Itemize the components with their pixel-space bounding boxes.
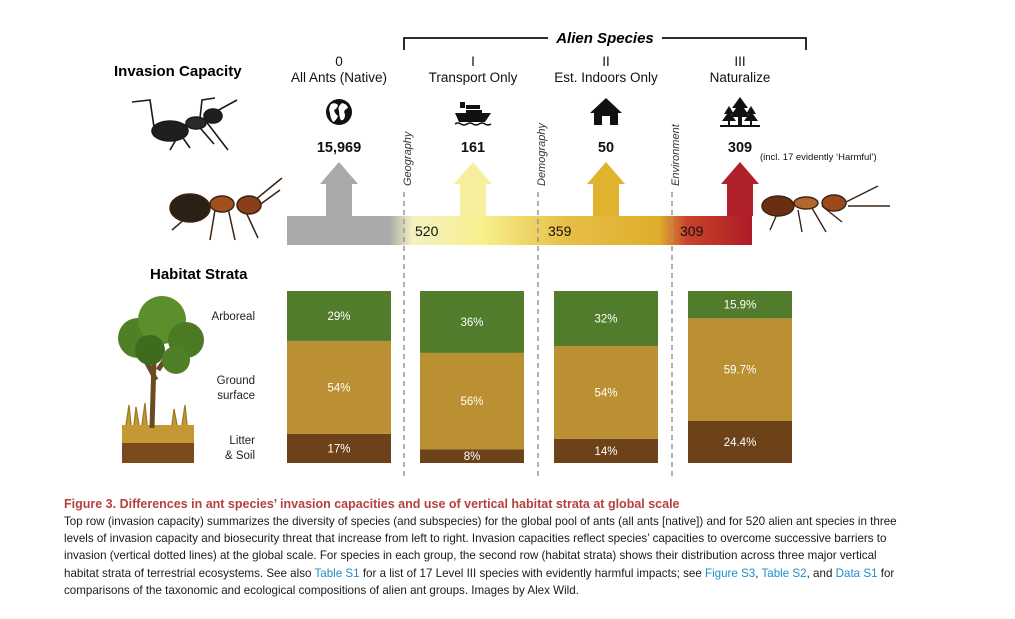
alien-species-bracket	[403, 37, 807, 50]
bar-label-ground-3: 59.7%	[724, 365, 757, 377]
invasion-flow-ribbon	[287, 216, 752, 245]
bar-ground-1	[420, 352, 524, 450]
ship-icon	[454, 102, 492, 126]
strata-label-ground-2: surface	[217, 390, 255, 402]
bar-arboreal-1	[420, 291, 524, 353]
bar-label-ground-0: 54%	[327, 382, 350, 394]
red-ant-image	[761, 185, 890, 233]
bar-label-litter-1: 8%	[464, 451, 481, 463]
habitat-strata-bars: 17% 54% 29% 8% 56% 36% 14% 54% 32% 24.4% 59.7% 15.9…	[287, 291, 792, 463]
caption-body: Top row (invasion capacity) summarizes t…	[64, 513, 964, 599]
alien-species-label: Alien Species	[555, 30, 654, 47]
caption-sep-1: ,	[755, 566, 762, 580]
bar-litter-0	[287, 433, 391, 463]
figure-s3-link[interactable]: Figure S3	[704, 566, 756, 580]
bar-arboreal-2	[554, 291, 658, 346]
house-icon	[590, 98, 622, 125]
forest-icon	[720, 97, 760, 127]
barrier-environment: Environment	[670, 123, 682, 186]
level-1-name: Transport Only	[429, 70, 518, 85]
habitat-strata-title: Habitat Strata	[150, 266, 248, 283]
tree-image	[118, 296, 204, 463]
table-s1-link[interactable]: Table S1	[314, 566, 360, 580]
bar-label-ground-2: 54%	[594, 388, 617, 400]
bar-arboreal-0	[287, 291, 391, 341]
bar-ground-2	[554, 346, 658, 439]
data-s1-link[interactable]: Data S1	[835, 566, 878, 580]
level-1-numeral: I	[471, 54, 475, 69]
level-1-count: 161	[461, 140, 485, 156]
bar-label-arboreal-1: 36%	[460, 317, 483, 329]
level-0-name: All Ants (Native)	[291, 70, 387, 85]
strata-label-litter-1: Litter	[229, 435, 255, 447]
bar-label-arboreal-2: 32%	[594, 314, 617, 326]
barrier-lines	[403, 192, 673, 480]
black-ant-image	[131, 97, 238, 151]
flow-number-359: 359	[548, 223, 572, 239]
arrow-level-1	[454, 162, 492, 216]
table-s2-link[interactable]: Table S2	[761, 566, 807, 580]
bar-label-ground-1: 56%	[460, 396, 483, 408]
bar-litter-3	[688, 421, 792, 463]
brown-ant-image	[169, 177, 283, 241]
caption-line-3: invasion (vertical dotted lines) at the …	[64, 549, 877, 563]
caption-line-4a: habitat strata of terrestrial ecosystems…	[64, 566, 315, 580]
invasion-capacity-title: Invasion Capacity	[114, 63, 242, 80]
arrow-level-0	[320, 162, 358, 216]
bar-label-litter-2: 14%	[594, 446, 617, 458]
caption-line-1: Top row (invasion capacity) summarizes t…	[64, 515, 897, 528]
flow-number-520: 520	[415, 223, 439, 239]
bar-label-arboreal-0: 29%	[327, 311, 350, 323]
figure-caption: Figure 3. Differences in ant species’ in…	[64, 497, 964, 599]
barrier-geography: Geography	[402, 130, 414, 186]
figure-panel: Alien Species Invasion Capacity Habitat …	[114, 30, 890, 480]
flow-number-309: 309	[680, 223, 704, 239]
bar-label-litter-3: 24.4%	[724, 437, 757, 449]
strata-label-litter-2: & Soil	[225, 450, 255, 462]
strata-label-ground-1: Ground	[217, 375, 255, 387]
caption-line-5: comparisons of the taxonomic and ecologi…	[64, 583, 579, 597]
level-2-name: Est. Indoors Only	[554, 70, 658, 85]
level-3-count: 309	[728, 140, 752, 156]
level-3-numeral: III	[734, 54, 745, 69]
bar-label-litter-0: 17%	[327, 443, 350, 455]
caption-title: Figure 3. Differences in ant species’ in…	[64, 497, 680, 511]
barrier-demography: Demography	[536, 122, 548, 186]
caption-line-4c: for	[877, 566, 895, 580]
level-0-numeral: 0	[335, 54, 343, 69]
globe-icon	[326, 99, 352, 125]
bar-ground-0	[287, 340, 391, 434]
bar-label-arboreal-3: 15.9%	[724, 300, 757, 312]
bar-litter-2	[554, 438, 658, 463]
caption-line-2: levels of invasion capacity and biosecur…	[64, 532, 887, 546]
level-2-count: 50	[598, 140, 614, 156]
arrow-level-3	[721, 162, 759, 216]
harmful-note: (incl. 17 evidently ‘Harmful’)	[760, 152, 877, 163]
caption-sep-2: , and	[806, 566, 836, 580]
level-0-count: 15,969	[317, 140, 361, 156]
caption-line-4b: for a list of 17 Level III species with …	[359, 566, 705, 580]
level-3-name: Naturalize	[710, 70, 771, 85]
level-headers: 0 All Ants (Native) I Transport Only II …	[291, 54, 770, 85]
arrow-level-2	[587, 162, 625, 216]
bar-arboreal-3	[688, 291, 792, 319]
bar-litter-1	[420, 449, 524, 463]
bar-ground-3	[688, 318, 792, 421]
level-2-numeral: II	[602, 54, 610, 69]
strata-label-arboreal: Arboreal	[212, 311, 255, 323]
